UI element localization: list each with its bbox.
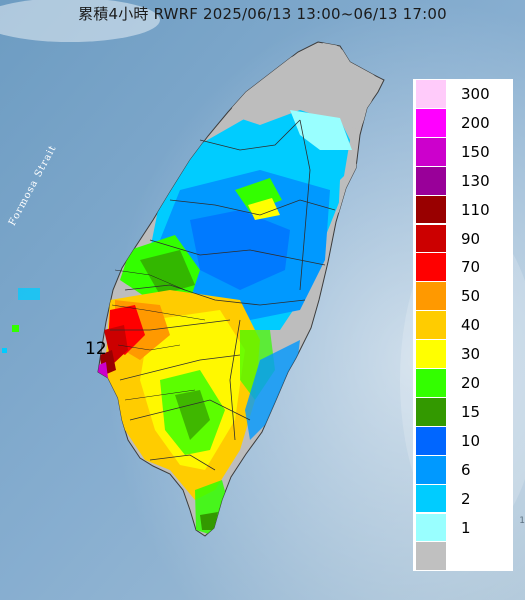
- legend-label: 50: [461, 287, 481, 306]
- legend-label: 300: [461, 85, 490, 103]
- echo-offshore-small: [2, 348, 7, 353]
- rainfall-field: [98, 42, 380, 535]
- legend-swatch: [416, 282, 446, 311]
- legend-label: 20: [461, 374, 481, 392]
- legend-row: 40: [413, 310, 513, 340]
- legend-swatch: [416, 426, 446, 455]
- legend-label: 40: [461, 316, 481, 335]
- legend-label: 110: [461, 200, 490, 219]
- legend-swatch: [416, 253, 446, 282]
- legend-row: 20: [413, 368, 513, 397]
- legend-row: 110: [413, 195, 513, 224]
- map-title: 累積4小時 RWRF 2025/06/13 13:00~06/13 17:00: [78, 5, 447, 23]
- legend-swatch: [416, 195, 446, 224]
- legend-swatch: [416, 166, 446, 195]
- legend-row: 30: [413, 339, 513, 368]
- legend-row: 1: [413, 513, 513, 542]
- legend-label: 130: [461, 171, 490, 190]
- legend-row: 150: [413, 137, 513, 166]
- max-value-label: 12: [85, 339, 107, 359]
- legend-row: 90: [413, 224, 513, 253]
- legend-row: 130: [413, 166, 513, 195]
- echo-offshore: [18, 288, 40, 300]
- legend-row: 70: [413, 252, 513, 282]
- legend-swatch: [416, 542, 446, 571]
- legend-row: 300: [413, 79, 513, 108]
- legend-swatch: [416, 224, 446, 253]
- legend-row: 2: [413, 484, 513, 513]
- legend-label: 200: [461, 113, 490, 132]
- legend-swatch: [416, 455, 446, 484]
- legend-swatch: [416, 108, 446, 137]
- legend-swatch: [416, 340, 446, 368]
- legend-label: 10: [461, 431, 481, 450]
- legend-label: 150: [461, 142, 490, 161]
- legend: 300 200 150 130 110 90 70 50 40 30 20 15 10 6 2 1: [413, 79, 513, 571]
- legend-swatch: [416, 397, 446, 426]
- legend-row: 50: [413, 281, 513, 311]
- legend-row: 10: [413, 426, 513, 455]
- legend-swatch: [416, 369, 446, 397]
- legend-swatch: [416, 137, 446, 166]
- legend-swatch: [416, 484, 446, 513]
- legend-swatch: [416, 311, 446, 340]
- legend-label: 2: [461, 489, 471, 508]
- legend-label: 1: [461, 518, 471, 537]
- legend-label: 90: [461, 229, 481, 248]
- legend-swatch: [416, 80, 446, 108]
- legend-label: 70: [461, 258, 481, 277]
- legend-row: [413, 541, 513, 571]
- legend-row: 15: [413, 397, 513, 426]
- legend-label: 30: [461, 345, 481, 364]
- county-boundaries: [110, 119, 336, 471]
- river-lines: [111, 269, 206, 401]
- legend-swatch: [416, 513, 446, 542]
- legend-row: 200: [413, 108, 513, 137]
- echo-offshore-green: [12, 325, 19, 332]
- edge-mark: 1: [519, 516, 525, 526]
- legend-label: 15: [461, 402, 481, 421]
- legend-row: 6: [413, 455, 513, 484]
- cloud-patch: [0, 0, 160, 42]
- legend-label: 6: [461, 460, 471, 479]
